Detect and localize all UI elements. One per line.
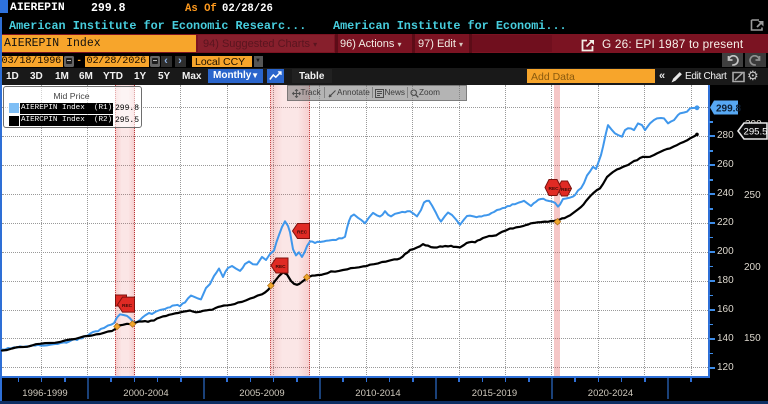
svg-text:REC: REC	[122, 303, 133, 309]
svg-text:REC: REC	[561, 187, 572, 193]
svg-text:REC: REC	[297, 230, 308, 236]
svg-text:295.5: 295.5	[744, 127, 768, 138]
svg-text:REC: REC	[549, 186, 560, 192]
svg-text:REC: REC	[276, 264, 287, 270]
svg-text:299.8: 299.8	[716, 104, 741, 115]
